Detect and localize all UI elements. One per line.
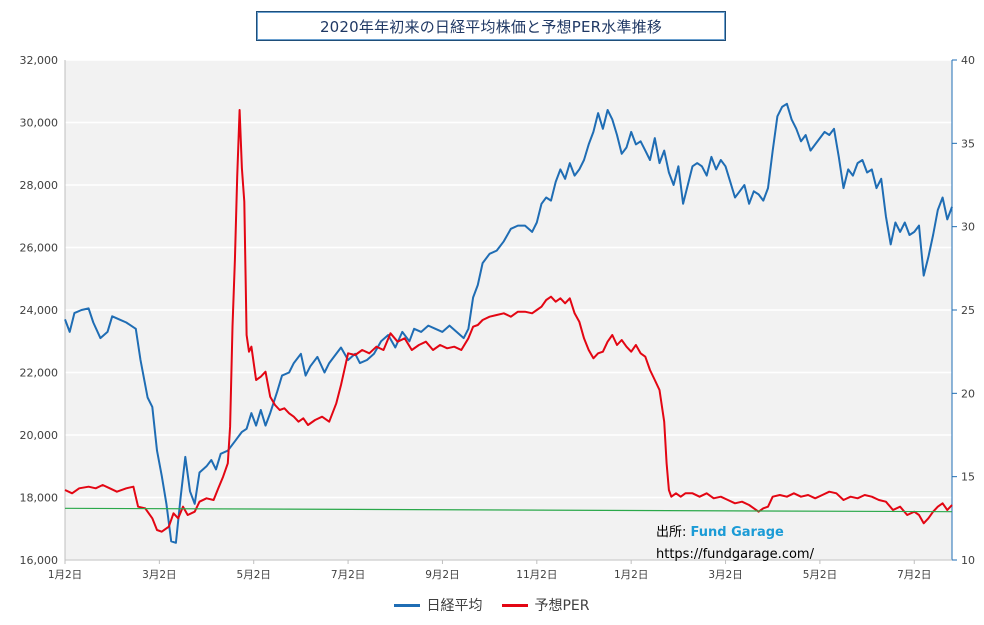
legend-label-nikkei: 日経平均 [426,598,483,614]
legend-item-nikkei: 日経平均 [394,595,482,615]
y-left-tick-label: 20,000 [20,429,59,442]
x-tick-label: 5月2日 [803,569,837,581]
y-left-tick-label: 24,000 [20,304,59,317]
x-tick-label: 7月2日 [331,569,365,581]
y-right-tick-label: 35 [961,137,975,150]
x-tick-label: 1月2日 [614,569,648,581]
per-baseline [64,507,953,513]
x-tick-label: 3月2日 [142,569,176,581]
y-right-tick-label: 15 [961,471,975,484]
y-right-tick-label: 25 [961,304,975,317]
x-tick-label: 3月2日 [708,569,742,581]
y-right-tick-label: 30 [961,221,975,234]
y-left-tick-label: 28,000 [20,179,59,192]
source-url: https://fundgarage.com/ [656,547,814,562]
y-left-tick-label: 30,000 [20,117,59,130]
source-brand: Fund Garage [690,525,784,540]
x-tick-label: 7月2日 [897,569,931,581]
source-label: 出所: [656,525,687,540]
y-left-tick-label: 18,000 [20,492,59,505]
legend-swatch-nikkei [394,603,421,607]
legend-item-per: 予想PER [502,595,590,615]
source-note: 出所: Fund Garage https://fundgarage.com/ [656,522,814,566]
x-tick-label: 11月2日 [516,569,557,581]
y-right-tick-label: 40 [961,54,975,67]
y-left-tick-label: 22,000 [20,367,59,380]
per-line [64,109,953,533]
x-tick-label: 5月2日 [237,569,271,581]
y-left-tick-label: 32,000 [20,54,59,67]
y-left-tick-label: 26,000 [20,242,59,255]
x-tick-label: 1月2日 [48,569,82,581]
legend: 日経平均 予想PER [0,593,984,617]
y-right-tick-label: 10 [961,554,975,567]
nikkei-line [64,102,953,544]
x-tick-label: 9月2日 [425,569,459,581]
y-left-tick-label: 16,000 [20,554,59,567]
chart-title: 2020年年初来の日経平均株価と予想PER水準推移 [256,11,726,41]
legend-swatch-per [502,603,529,607]
y-right-tick-label: 20 [961,387,975,400]
legend-label-per: 予想PER [534,598,590,614]
